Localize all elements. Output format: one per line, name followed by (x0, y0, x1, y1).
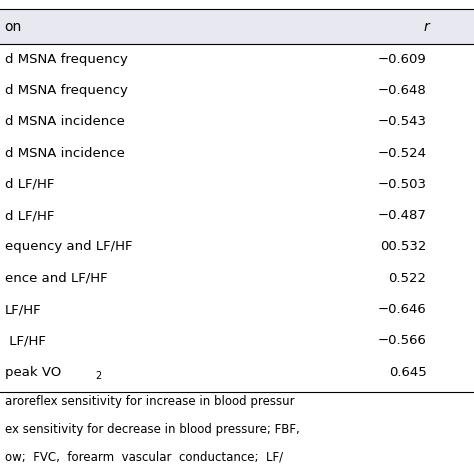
Text: r: r (424, 19, 429, 34)
Text: −0.646: −0.646 (378, 303, 427, 316)
Text: d MSNA frequency: d MSNA frequency (5, 84, 128, 97)
Text: 2: 2 (96, 371, 102, 381)
Text: −0.648: −0.648 (378, 84, 427, 97)
Text: −0.524: −0.524 (378, 146, 427, 160)
FancyBboxPatch shape (0, 9, 474, 44)
Text: 00.532: 00.532 (380, 240, 427, 254)
Text: −0.543: −0.543 (378, 115, 427, 128)
Text: d MSNA incidence: d MSNA incidence (5, 115, 125, 128)
Text: −0.566: −0.566 (378, 334, 427, 347)
Text: ence and LF/HF: ence and LF/HF (5, 272, 108, 285)
Text: d MSNA incidence: d MSNA incidence (5, 146, 125, 160)
Text: aroreflex sensitivity for increase in blood pressur: aroreflex sensitivity for increase in bl… (5, 395, 294, 408)
Text: d LF/HF: d LF/HF (5, 178, 54, 191)
Text: d MSNA frequency: d MSNA frequency (5, 53, 128, 66)
Text: ex sensitivity for decrease in blood pressure; FBF,: ex sensitivity for decrease in blood pre… (5, 423, 300, 436)
Text: 0.645: 0.645 (389, 365, 427, 379)
Text: equency and LF/HF: equency and LF/HF (5, 240, 132, 254)
Text: −0.609: −0.609 (378, 53, 427, 66)
Text: LF/HF: LF/HF (5, 334, 46, 347)
Text: −0.487: −0.487 (378, 209, 427, 222)
Text: d LF/HF: d LF/HF (5, 209, 54, 222)
Text: −0.503: −0.503 (378, 178, 427, 191)
Text: LF/HF: LF/HF (5, 303, 41, 316)
Text: ow;  FVC,  forearm  vascular  conductance;  LF/: ow; FVC, forearm vascular conductance; L… (5, 450, 283, 463)
Text: peak VO: peak VO (5, 365, 61, 379)
Text: 0.522: 0.522 (389, 272, 427, 285)
Text: on: on (5, 19, 22, 34)
